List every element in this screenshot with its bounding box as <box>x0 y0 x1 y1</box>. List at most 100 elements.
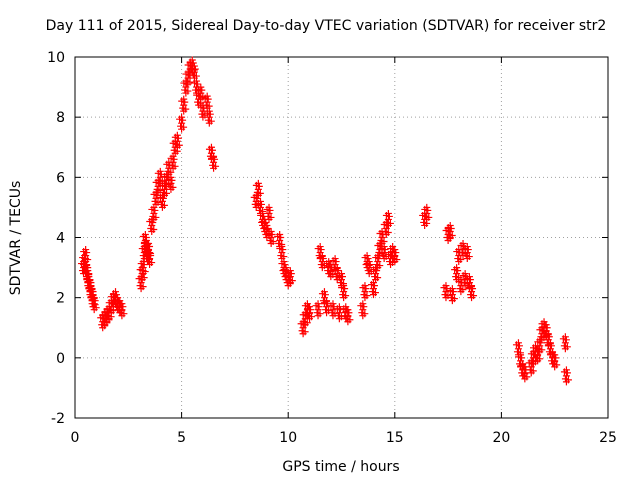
data-point <box>188 56 196 64</box>
data-point <box>259 209 267 217</box>
data-point <box>82 246 90 254</box>
data-point <box>382 230 390 238</box>
chart-title: Day 111 of 2015, Sidereal Day-to-day VTE… <box>46 18 607 34</box>
data-point <box>139 270 147 278</box>
data-point <box>391 246 399 254</box>
data-point <box>563 369 571 377</box>
data-point <box>91 297 99 305</box>
data-point <box>317 261 325 269</box>
data-point <box>448 297 456 305</box>
data-point <box>174 134 182 142</box>
data-point <box>256 197 264 205</box>
data-point <box>299 330 307 338</box>
data-point <box>337 279 344 287</box>
data-point <box>518 354 526 362</box>
data-point <box>167 185 175 193</box>
data-point <box>422 212 430 220</box>
data-point <box>204 95 212 103</box>
grid-lines <box>75 57 608 418</box>
data-point <box>319 255 327 263</box>
data-point <box>193 77 201 85</box>
data-point <box>453 270 461 278</box>
data-point <box>145 240 153 248</box>
data-point <box>379 252 387 260</box>
data-point <box>446 227 454 235</box>
data-point <box>521 375 529 383</box>
data-point <box>421 221 429 229</box>
data-point <box>189 71 197 79</box>
data-point <box>384 221 392 229</box>
y-tick-label: 8 <box>56 110 65 126</box>
data-point <box>372 270 380 278</box>
data-point <box>263 221 271 229</box>
data-point <box>457 288 465 296</box>
data-point <box>322 306 330 314</box>
data-point <box>209 161 217 169</box>
data-point <box>344 312 352 320</box>
data-point <box>338 276 345 284</box>
data-point <box>358 309 366 317</box>
data-point <box>392 249 400 257</box>
data-point <box>306 315 314 323</box>
data-point <box>369 285 377 293</box>
data-point <box>320 288 328 296</box>
data-point <box>287 270 295 278</box>
data-point <box>265 215 273 223</box>
data-point <box>257 200 265 208</box>
data-point <box>344 306 352 314</box>
data-point <box>181 98 189 106</box>
data-point <box>560 342 568 350</box>
data-point <box>441 291 449 299</box>
data-point <box>544 330 552 338</box>
data-point <box>365 264 373 272</box>
data-point <box>514 345 522 353</box>
x-axis-label: GPS time / hours <box>282 459 399 475</box>
data-point <box>204 116 212 124</box>
data-point <box>423 203 431 211</box>
data-point <box>168 161 176 169</box>
data-point <box>462 252 470 260</box>
data-point <box>146 261 154 269</box>
data-point <box>316 243 324 251</box>
data-point <box>383 218 391 226</box>
data-point <box>180 107 188 115</box>
data-point <box>321 291 329 299</box>
data-point <box>170 146 178 154</box>
data-point <box>87 282 95 290</box>
data-point <box>335 309 343 317</box>
data-point <box>266 237 274 244</box>
data-point <box>463 249 471 257</box>
data-point <box>205 119 213 127</box>
data-point <box>169 158 177 166</box>
data-point <box>359 300 367 308</box>
data-point <box>536 342 544 350</box>
data-point <box>265 209 273 217</box>
data-point <box>318 252 326 260</box>
data-point <box>173 137 181 145</box>
data-point <box>521 363 529 371</box>
data-point <box>199 113 207 121</box>
data-point <box>340 282 348 290</box>
data-point <box>468 282 476 290</box>
data-point <box>139 264 147 272</box>
data-point <box>155 176 163 184</box>
data-point <box>177 122 185 130</box>
data-point <box>145 258 153 266</box>
data-point <box>542 321 550 329</box>
plot-frame <box>74 56 609 419</box>
data-point <box>146 255 154 263</box>
data-point <box>171 149 179 157</box>
data-point <box>364 267 372 275</box>
data-point <box>190 68 198 76</box>
data-point <box>535 345 543 353</box>
data-point <box>88 285 96 293</box>
data-point <box>361 288 369 296</box>
data-point <box>536 348 544 356</box>
data-point <box>453 264 461 272</box>
data-point <box>82 258 90 266</box>
data-point <box>286 279 294 287</box>
data-point <box>550 360 558 368</box>
data-point <box>281 261 289 269</box>
data-point <box>446 221 454 229</box>
data-point <box>420 218 428 226</box>
